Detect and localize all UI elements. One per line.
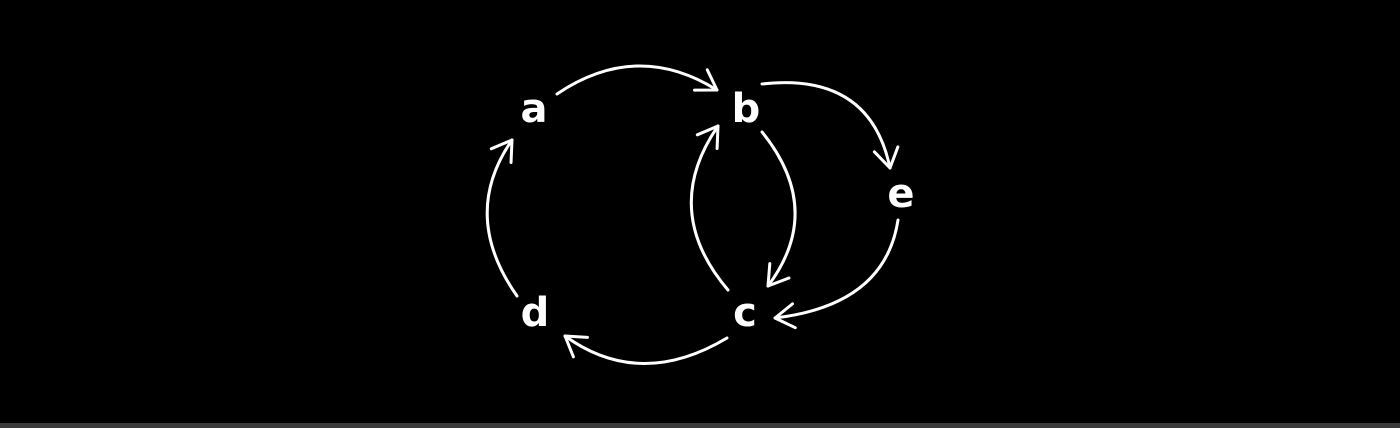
- edge-b-e: [762, 83, 890, 168]
- node-e: e: [887, 171, 914, 217]
- edge-c-d: [565, 336, 727, 364]
- node-b: b: [732, 86, 761, 132]
- edge-b-c: [762, 132, 795, 286]
- edge-d-a: [487, 140, 517, 296]
- node-d: d: [521, 290, 550, 336]
- node-c: c: [733, 290, 757, 336]
- node-a: a: [521, 86, 548, 132]
- nodes-layer: a b c d e: [521, 86, 915, 336]
- bottom-strip: [0, 423, 1400, 428]
- edge-a-b: [557, 66, 717, 94]
- edge-c-b: [691, 126, 728, 290]
